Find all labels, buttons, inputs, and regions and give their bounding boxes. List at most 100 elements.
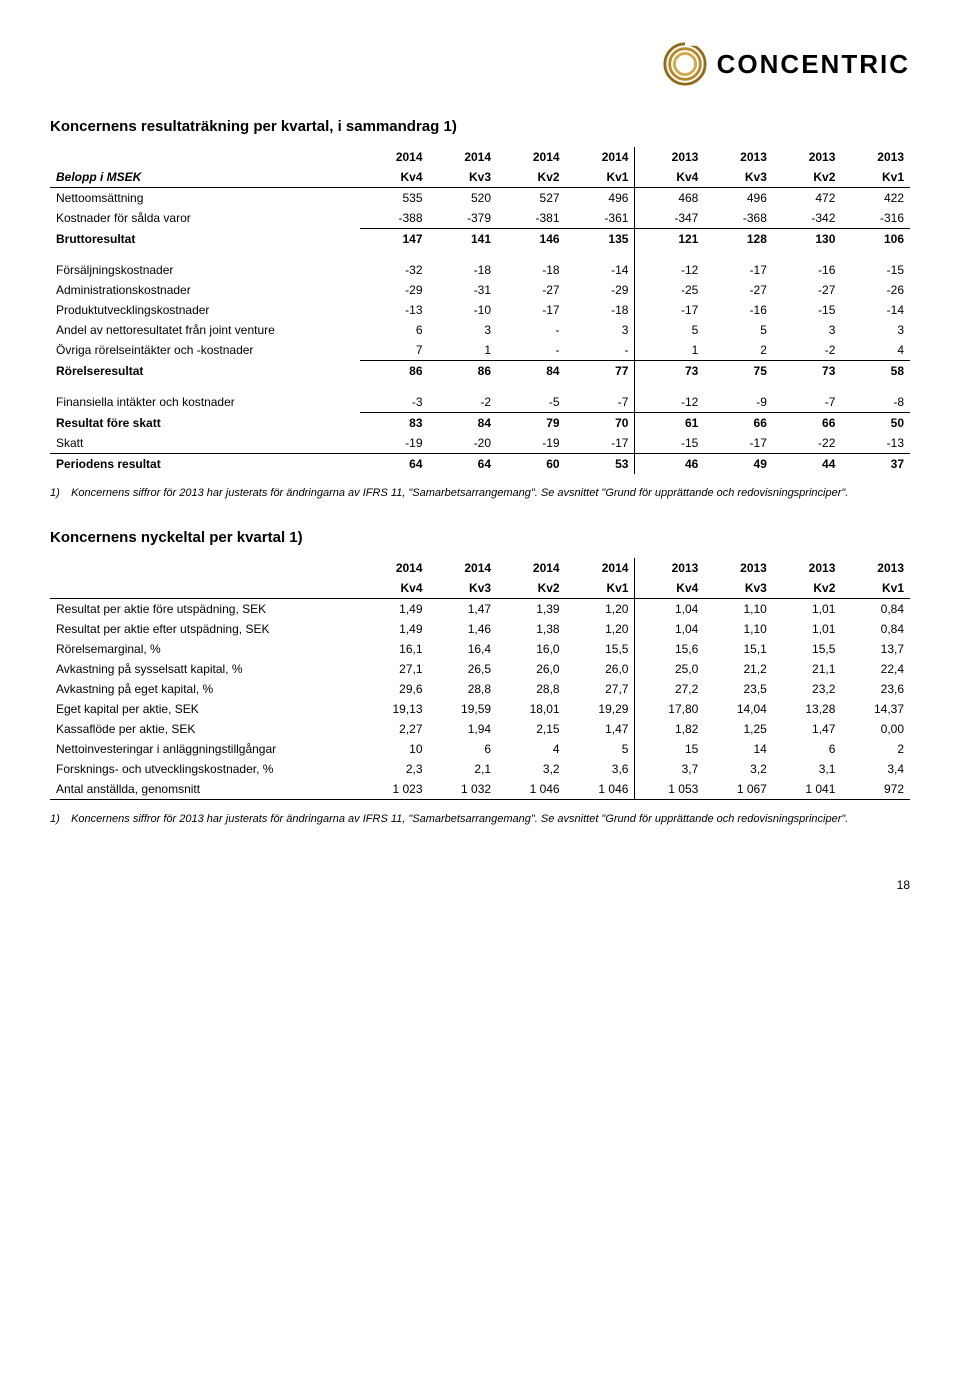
data-cell: 23,6	[841, 679, 910, 699]
row-label: Resultat före skatt	[50, 413, 360, 434]
data-cell: 7	[360, 340, 429, 361]
data-cell: 16,1	[360, 639, 429, 659]
data-cell: 3	[566, 320, 635, 340]
data-cell: -15	[773, 300, 842, 320]
row-label: Antal anställda, genomsnitt	[50, 779, 360, 800]
data-cell: -12	[635, 381, 704, 413]
data-cell: 1 046	[566, 779, 635, 800]
data-cell: 60	[497, 454, 566, 475]
data-cell: 6	[429, 739, 498, 759]
data-cell: -31	[429, 280, 498, 300]
data-cell: 66	[704, 413, 773, 434]
data-cell: 1 032	[429, 779, 498, 800]
row-label: Rörelsemarginal, %	[50, 639, 360, 659]
data-cell: -26	[841, 280, 910, 300]
row-label: Produktutvecklingskostnader	[50, 300, 360, 320]
data-cell: 0,84	[841, 599, 910, 620]
data-cell: 2,1	[429, 759, 498, 779]
table1-footnote: 1) Koncernens siffror för 2013 har juste…	[50, 486, 910, 501]
data-cell: 86	[360, 361, 429, 382]
row-label: Resultat per aktie efter utspädning, SEK	[50, 619, 360, 639]
row-label: Eget kapital per aktie, SEK	[50, 699, 360, 719]
data-cell: 141	[429, 229, 498, 250]
quarter-header: Kv3	[704, 578, 773, 599]
data-cell: 66	[773, 413, 842, 434]
quarter-header: Kv2	[497, 578, 566, 599]
table-row: Bruttoresultat147141146135121128130106	[50, 229, 910, 250]
table1-body: Nettoomsättning535520527496468496472422K…	[50, 188, 910, 475]
data-cell: 1,20	[566, 599, 635, 620]
table-row: Forsknings- och utvecklingskostnader, %2…	[50, 759, 910, 779]
data-cell: 17,80	[635, 699, 704, 719]
year-header: 2014	[360, 147, 429, 167]
table2-body: Resultat per aktie före utspädning, SEK1…	[50, 599, 910, 800]
data-cell: 128	[704, 229, 773, 250]
row-label: Avkastning på eget kapital, %	[50, 679, 360, 699]
data-cell: -17	[635, 300, 704, 320]
data-cell: 28,8	[429, 679, 498, 699]
data-cell: 135	[566, 229, 635, 250]
data-cell: 61	[635, 413, 704, 434]
data-cell: -368	[704, 208, 773, 229]
data-cell: 527	[497, 188, 566, 209]
data-cell: 5	[704, 320, 773, 340]
data-cell: -13	[841, 433, 910, 454]
data-cell: -2	[773, 340, 842, 361]
data-cell: -7	[773, 381, 842, 413]
data-cell: 130	[773, 229, 842, 250]
data-cell: 4	[841, 340, 910, 361]
row-label: Finansiella intäkter och kostnader	[50, 381, 360, 413]
brand-header: CONCENTRIC	[50, 40, 910, 88]
data-cell: -16	[704, 300, 773, 320]
row-label: Administrationskostnader	[50, 280, 360, 300]
table-row: Periodens resultat6464605346494437	[50, 454, 910, 475]
data-cell: -7	[566, 381, 635, 413]
table1-head: 20142014201420142013201320132013Belopp i…	[50, 147, 910, 188]
data-cell: -22	[773, 433, 842, 454]
table1-title: Koncernens resultaträkning per kvartal, …	[50, 118, 910, 135]
header-blank	[50, 147, 360, 167]
data-cell: 19,13	[360, 699, 429, 719]
data-cell: 79	[497, 413, 566, 434]
quarter-header: Kv1	[566, 578, 635, 599]
data-cell: 5	[635, 320, 704, 340]
data-cell: 64	[360, 454, 429, 475]
data-cell: 1 041	[773, 779, 842, 800]
data-cell: 28,8	[497, 679, 566, 699]
quarter-header: Kv4	[360, 578, 429, 599]
table-row: Kassaflöde per aktie, SEK2,271,942,151,4…	[50, 719, 910, 739]
data-cell: 1 046	[497, 779, 566, 800]
data-cell: -3	[360, 381, 429, 413]
data-cell: -18	[429, 249, 498, 280]
data-cell: 1,39	[497, 599, 566, 620]
table-row: Nettoomsättning535520527496468496472422	[50, 188, 910, 209]
data-cell: 15	[635, 739, 704, 759]
data-cell: 520	[429, 188, 498, 209]
data-cell: 3	[429, 320, 498, 340]
data-cell: 3,1	[773, 759, 842, 779]
quarter-header: Kv2	[773, 578, 842, 599]
data-cell: 1,04	[635, 599, 704, 620]
data-cell: 1,04	[635, 619, 704, 639]
data-cell: 3	[773, 320, 842, 340]
data-cell: 1,47	[773, 719, 842, 739]
data-cell: 26,5	[429, 659, 498, 679]
header-blank	[50, 558, 360, 578]
data-cell: 25,0	[635, 659, 704, 679]
data-cell: 21,2	[704, 659, 773, 679]
data-cell: 73	[635, 361, 704, 382]
table-row: Rörelseresultat8686847773757358	[50, 361, 910, 382]
table-row: Nettoinvesteringar i anläggningstillgång…	[50, 739, 910, 759]
data-cell: 496	[704, 188, 773, 209]
data-cell: -14	[566, 249, 635, 280]
data-cell: 4	[497, 739, 566, 759]
year-header: 2014	[429, 558, 498, 578]
data-cell: 468	[635, 188, 704, 209]
quarter-header: Kv3	[704, 167, 773, 188]
data-cell: 37	[841, 454, 910, 475]
row-label: Rörelseresultat	[50, 361, 360, 382]
data-cell: 3	[841, 320, 910, 340]
data-cell: -2	[429, 381, 498, 413]
row-label: Skatt	[50, 433, 360, 454]
footnote-text: Koncernens siffror för 2013 har justerat…	[71, 486, 909, 501]
